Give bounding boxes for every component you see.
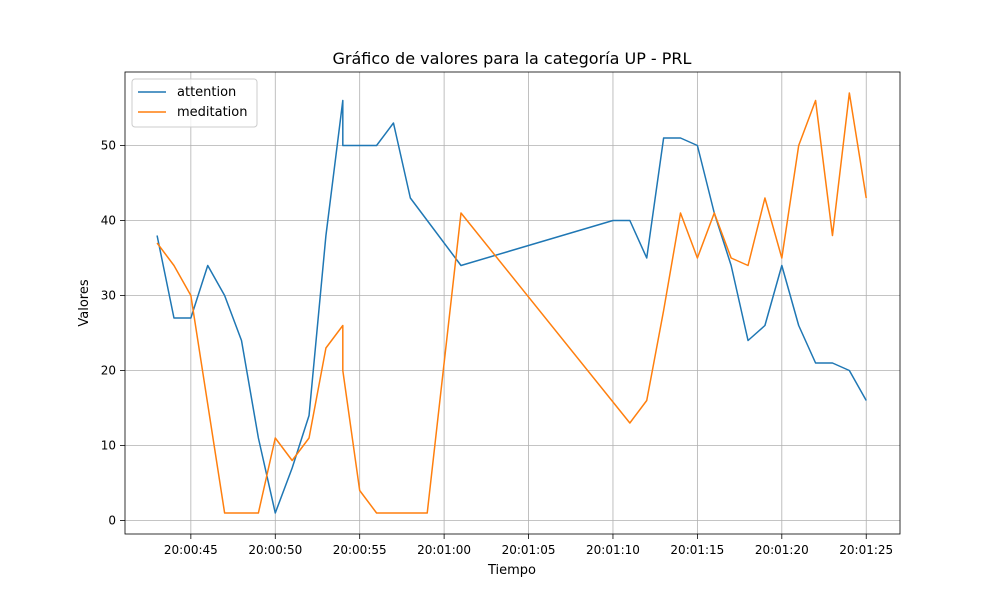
legend-label-attention: attention [177,85,236,100]
x-tick-label: 20:00:55 [333,543,387,557]
y-tick-label: 50 [101,139,116,153]
legend-box [131,78,258,128]
plot-area [125,72,900,534]
chart-title: Gráfico de valores para la categoría UP … [333,49,692,68]
grid [125,72,900,534]
x-tick-label: 20:00:45 [164,543,218,557]
axes: 20:00:45 20:00:50 20:00:55 20:01:00 20:01:05… [101,71,901,557]
legend: attention meditation [131,78,258,128]
y-tick-label: 20 [101,364,116,378]
x-axis-label: Tiempo [487,563,536,578]
x-tick-label: 20:01:15 [670,543,724,557]
series-layer [156,92,867,514]
plot-frame [124,71,901,535]
x-tick-label: 20:01:00 [417,543,471,557]
x-tick-label: 20:00:50 [248,543,302,557]
legend-label-meditation: meditation [177,105,248,120]
series-line-meditation [156,92,867,514]
series-line-attention [156,99,867,514]
y-tick-label: 0 [108,514,116,528]
y-tick-label: 30 [101,289,116,303]
x-tick-label: 20:01:20 [755,543,809,557]
y-tick-label: 40 [101,214,116,228]
x-tick-label: 20:01:10 [586,543,640,557]
y-axis-label: Valores [77,279,92,326]
x-tick-label: 20:01:05 [502,543,556,557]
y-tick-label: 10 [101,439,116,453]
x-tick-label: 20:01:25 [839,543,893,557]
